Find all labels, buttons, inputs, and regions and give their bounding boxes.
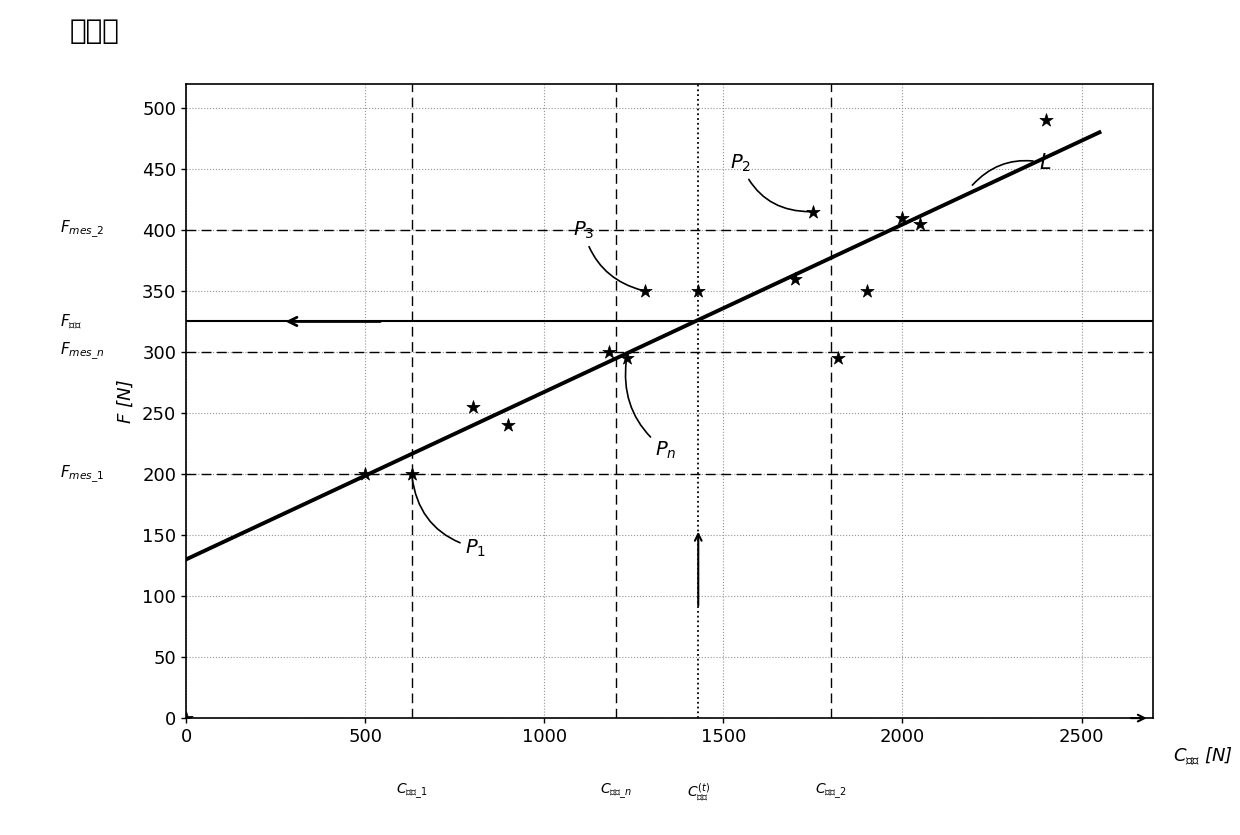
Text: $F_{mes\_1}$: $F_{mes\_1}$ [61,463,104,484]
Point [893,211,913,225]
Point [804,205,823,218]
Point [176,711,196,725]
Point [463,400,482,413]
Point [599,346,619,359]
Text: $F_{评估}$: $F_{评估}$ [61,312,82,331]
Text: $P_3$: $P_3$ [573,220,642,291]
Text: $P_2$: $P_2$ [730,153,810,211]
Text: $C_{\mathit{致动}\_2}$: $C_{\mathit{致动}\_2}$ [815,782,847,801]
Point [1035,114,1055,127]
Y-axis label: F [N]: F [N] [117,379,135,423]
Point [910,217,930,230]
Text: $C_{\mathit{致动}\_n}$: $C_{\mathit{致动}\_n}$ [600,782,631,801]
Text: $C_{\mathit{致动}\_1}$: $C_{\mathit{致动}\_1}$ [396,782,428,801]
Point [828,352,848,365]
Point [857,284,877,297]
Point [688,284,708,297]
Text: $C_{\mathit{致动}}^{(t)}$: $C_{\mathit{致动}}^{(t)}$ [687,782,709,804]
Text: $F_{mes\_n}$: $F_{mes\_n}$ [61,342,105,362]
Text: $C_{致动}$ [N]: $C_{致动}$ [N] [1173,746,1233,767]
Point [635,284,655,297]
Text: $P_1$: $P_1$ [412,477,486,559]
Point [402,468,422,481]
Point [616,352,636,365]
Point [498,418,518,432]
Text: $F_{mes\_2}$: $F_{mes\_2}$ [61,220,104,240]
Text: $P_n$: $P_n$ [625,361,677,461]
Text: 摩擦力: 摩擦力 [69,18,120,45]
Text: $L$: $L$ [972,153,1052,185]
Point [785,272,805,286]
Point [355,468,374,481]
